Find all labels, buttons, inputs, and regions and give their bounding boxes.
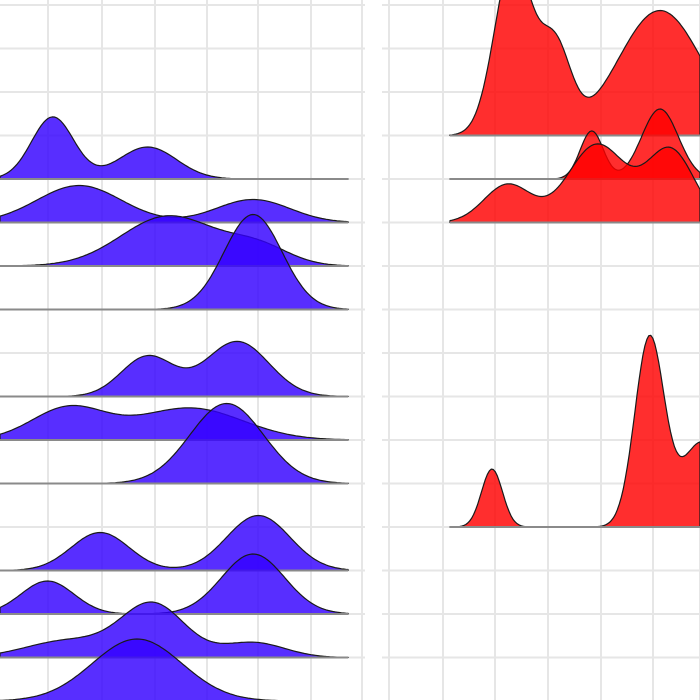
right-ridge-row-3 (449, 0, 700, 137)
left-ridge-row-15 (0, 601, 349, 659)
right-panel-ridges (449, 0, 700, 528)
left-ridge-row-13 (0, 514, 349, 572)
left-ridge-row-9 (0, 340, 349, 398)
right-ridge-row-12 (449, 334, 700, 528)
left-ridgeline-panel (0, 0, 365, 700)
right-ridgeline-panel (382, 0, 700, 700)
left-ridge-row-10 (0, 404, 349, 441)
left-panel-ridges (0, 116, 349, 700)
right-ridge-row-5 (449, 143, 700, 224)
left-ridge-row-4 (0, 116, 349, 180)
left-ridge-row-16 (0, 638, 281, 700)
left-ridge-row-14 (0, 553, 349, 615)
